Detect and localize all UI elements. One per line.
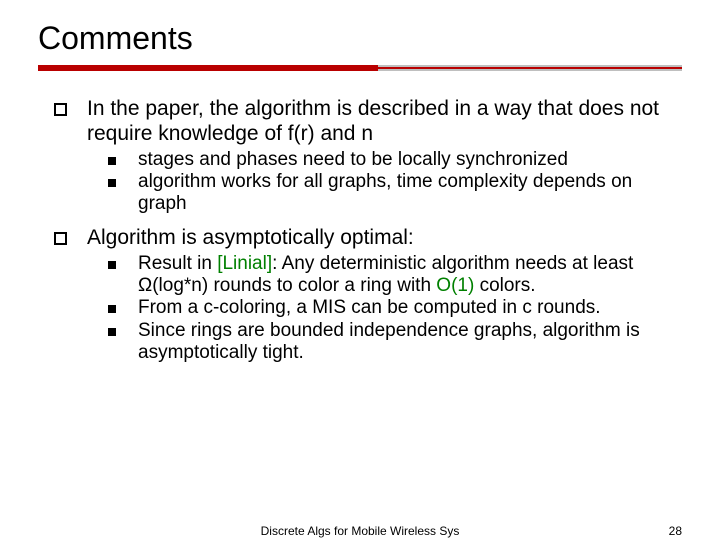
square-solid-icon bbox=[108, 261, 116, 269]
bullet-text: From a c-coloring, a MIS can be computed… bbox=[138, 297, 601, 319]
bullet-level2: stages and phases need to be locally syn… bbox=[108, 149, 682, 171]
square-open-icon bbox=[54, 232, 67, 245]
bullet-level2: algorithm works for all graphs, time com… bbox=[108, 171, 682, 216]
bullet-text: In the paper, the algorithm is described… bbox=[87, 97, 682, 147]
rule-gray-bot bbox=[378, 69, 682, 71]
big-o-notation: O(1) bbox=[436, 275, 474, 296]
bullet-level2: From a c-coloring, a MIS can be computed… bbox=[108, 297, 682, 319]
square-solid-icon bbox=[108, 328, 116, 336]
rule-gray-top bbox=[378, 65, 682, 67]
bullet-text: Result in [Linial]: Any deterministic al… bbox=[138, 253, 682, 298]
square-open-icon bbox=[54, 103, 67, 116]
bullet-text: stages and phases need to be locally syn… bbox=[138, 149, 568, 171]
square-solid-icon bbox=[108, 157, 116, 165]
bullet-text: Algorithm is asymptotically optimal: bbox=[87, 226, 414, 251]
page-number: 28 bbox=[669, 524, 682, 538]
footer-text: Discrete Algs for Mobile Wireless Sys bbox=[261, 524, 460, 538]
slide-content: In the paper, the algorithm is described… bbox=[38, 97, 682, 365]
bullet-text: Since rings are bounded independence gra… bbox=[138, 320, 682, 365]
square-solid-icon bbox=[108, 305, 116, 313]
slide-title: Comments bbox=[38, 20, 682, 57]
bullet-level2: Since rings are bounded independence gra… bbox=[108, 320, 682, 365]
square-solid-icon bbox=[108, 179, 116, 187]
reference-link: [Linial] bbox=[217, 253, 272, 274]
bullet-text: algorithm works for all graphs, time com… bbox=[138, 171, 682, 216]
bullet-level1: In the paper, the algorithm is described… bbox=[54, 97, 682, 147]
text-fragment: colors. bbox=[474, 275, 535, 296]
text-fragment: Result in bbox=[138, 253, 217, 274]
bullet-level2: Result in [Linial]: Any deterministic al… bbox=[108, 253, 682, 298]
slide: Comments In the paper, the algorithm is … bbox=[0, 0, 720, 540]
title-rule bbox=[38, 65, 682, 75]
bullet-level1: Algorithm is asymptotically optimal: bbox=[54, 226, 682, 251]
